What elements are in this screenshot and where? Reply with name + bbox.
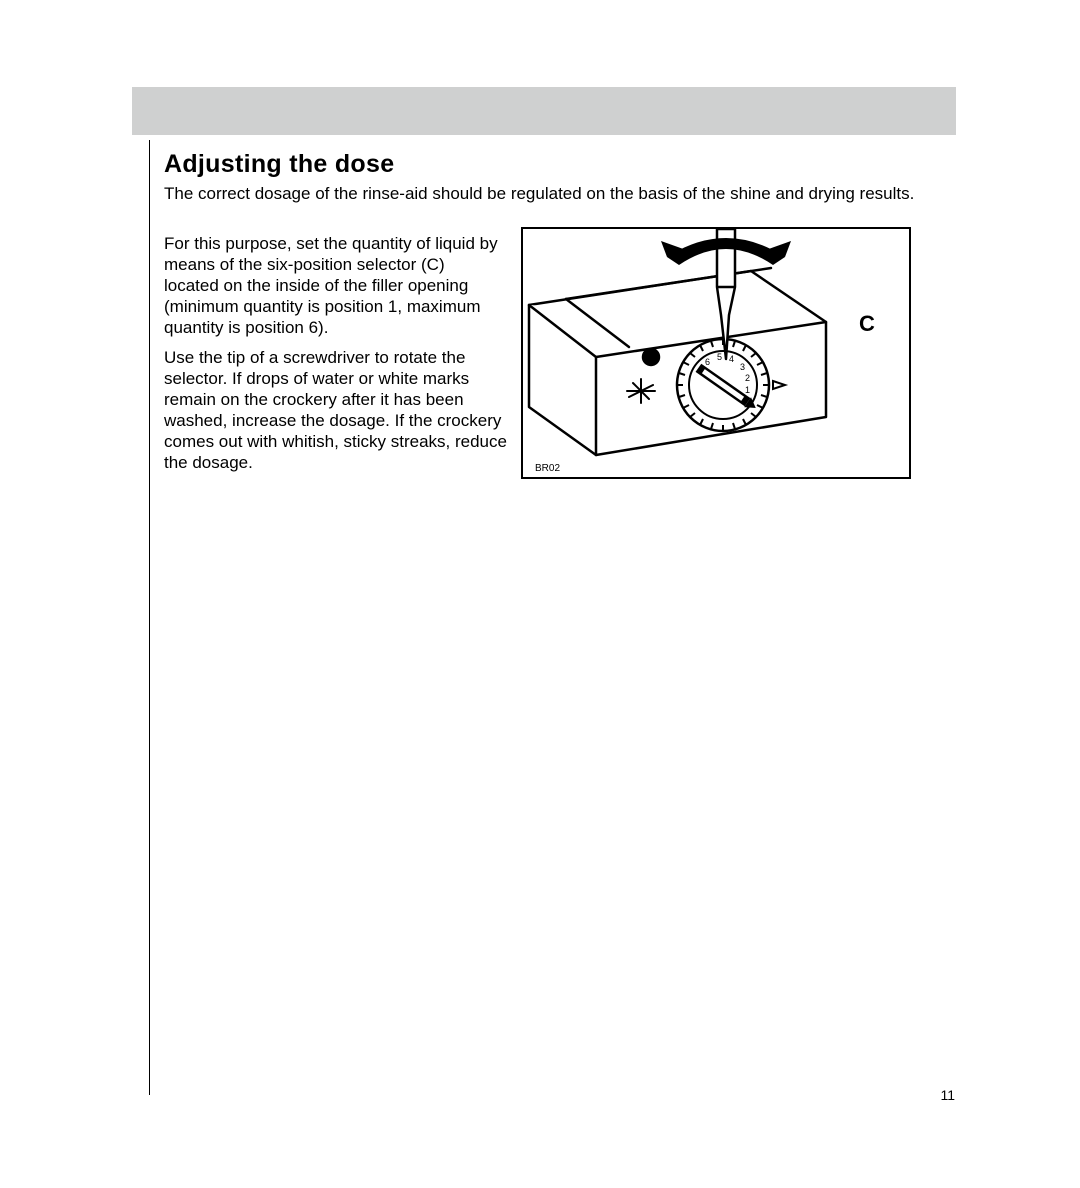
figure-label-c: C bbox=[859, 311, 875, 336]
page-number: 11 bbox=[940, 1087, 955, 1103]
paragraph-3: Use the tip of a screwdriver to rotate t… bbox=[164, 347, 509, 473]
dial-number: 3 bbox=[740, 362, 745, 372]
header-bar bbox=[132, 87, 956, 135]
dial-number: 6 bbox=[705, 357, 710, 367]
paragraph-2: For this purpose, set the quantity of li… bbox=[164, 233, 504, 338]
left-margin-rule bbox=[149, 140, 150, 1095]
figure-dose-selector: 6 5 4 3 2 1 bbox=[521, 227, 911, 479]
dial-number: 2 bbox=[745, 373, 750, 383]
section-title: Adjusting the dose bbox=[164, 150, 394, 179]
paragraph-1: The correct dosage of the rinse-aid shou… bbox=[164, 183, 924, 205]
dial-number: 1 bbox=[745, 385, 750, 395]
figure-code: BR02 bbox=[535, 463, 560, 474]
dial-number: 4 bbox=[729, 354, 734, 364]
dial-number: 5 bbox=[717, 352, 722, 362]
